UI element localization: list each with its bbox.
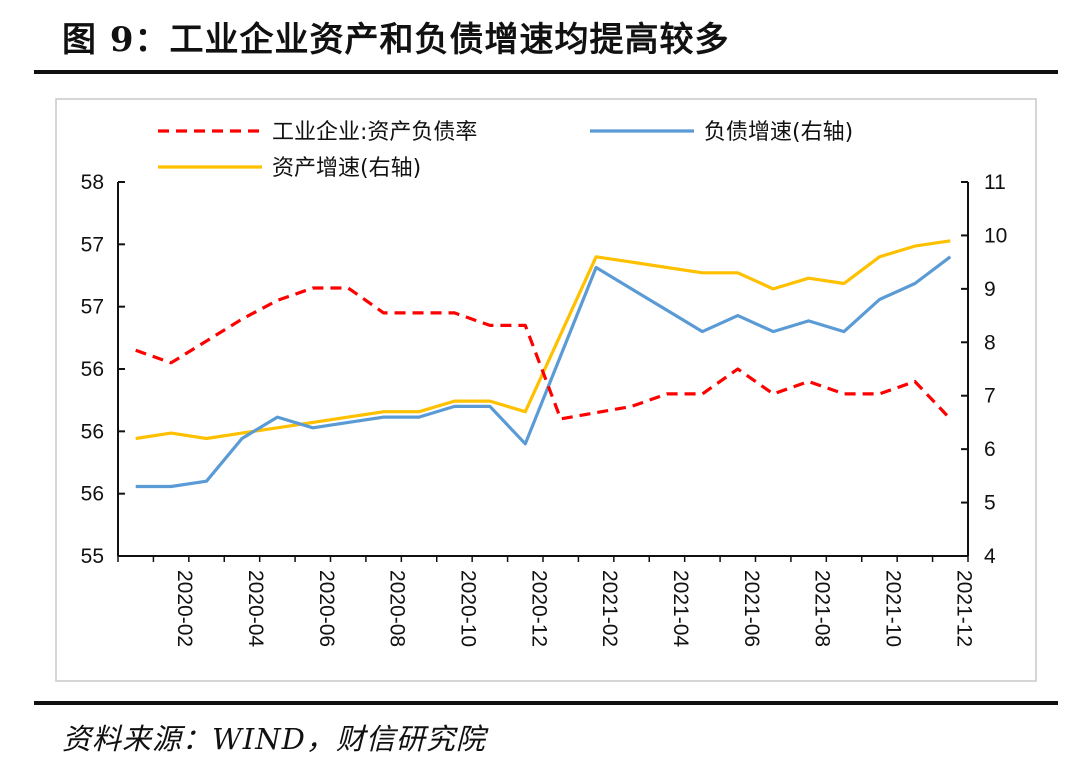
left-y-tick-label: 55 [81,545,104,568]
right-y-tick-label: 11 [984,171,1006,194]
right-y-tick-label: 8 [984,331,996,354]
left-y-tick-label: 56 [81,358,104,381]
right-y-tick-label: 4 [984,545,996,568]
right-y-tick-label: 5 [984,492,996,515]
x-tick-label: 2021-12 [952,570,975,647]
x-tick-label: 2021-08 [811,570,834,647]
right-y-tick-label: 7 [984,385,996,408]
chart-frame [55,98,1037,682]
x-tick-label: 2020-02 [173,570,196,647]
legend: 工业企业:资产负债率 负债增速(右轴) 资产增速(右轴) [158,120,853,181]
left-y-tick-label: 56 [81,420,104,443]
series-layer [135,239,952,489]
source-rule [34,701,1058,705]
left-y-tick-label: 57 [81,296,104,319]
left-y-tick-label: 56 [81,483,104,506]
x-tick-label: 2020-10 [456,570,479,647]
x-tick-label: 2020-04 [244,570,267,647]
x-tick-label: 2020-06 [315,570,338,647]
legend-label-2: 资产增速(右轴) [272,156,421,181]
left-y-tick-label: 57 [81,233,104,256]
x-tick-label: 2020-08 [386,570,409,647]
right-y-tick-label: 6 [984,438,996,461]
legend-label-0: 工业企业:资产负债率 [272,120,477,145]
source-note: 资料来源：WIND，财信研究院 [62,722,486,756]
x-tick-label: 2021-06 [740,570,763,647]
x-tick-label: 2021-02 [598,570,621,647]
right-y-tick-label: 10 [984,224,1007,247]
right-y-tick-label: 9 [984,278,996,301]
title-rule [34,70,1058,74]
series-line-2 [135,239,951,441]
x-tick-label: 2021-04 [669,570,692,647]
legend-label-1: 负债增速(右轴) [704,120,853,145]
x-tick-label: 2020-12 [527,570,550,647]
series-line-0 [135,286,952,421]
figure-title: 图 9：工业企业资产和负债增速均提高较多 [62,20,730,60]
left-y-tick-label: 58 [81,171,104,194]
x-tick-label: 2021-10 [881,570,904,647]
